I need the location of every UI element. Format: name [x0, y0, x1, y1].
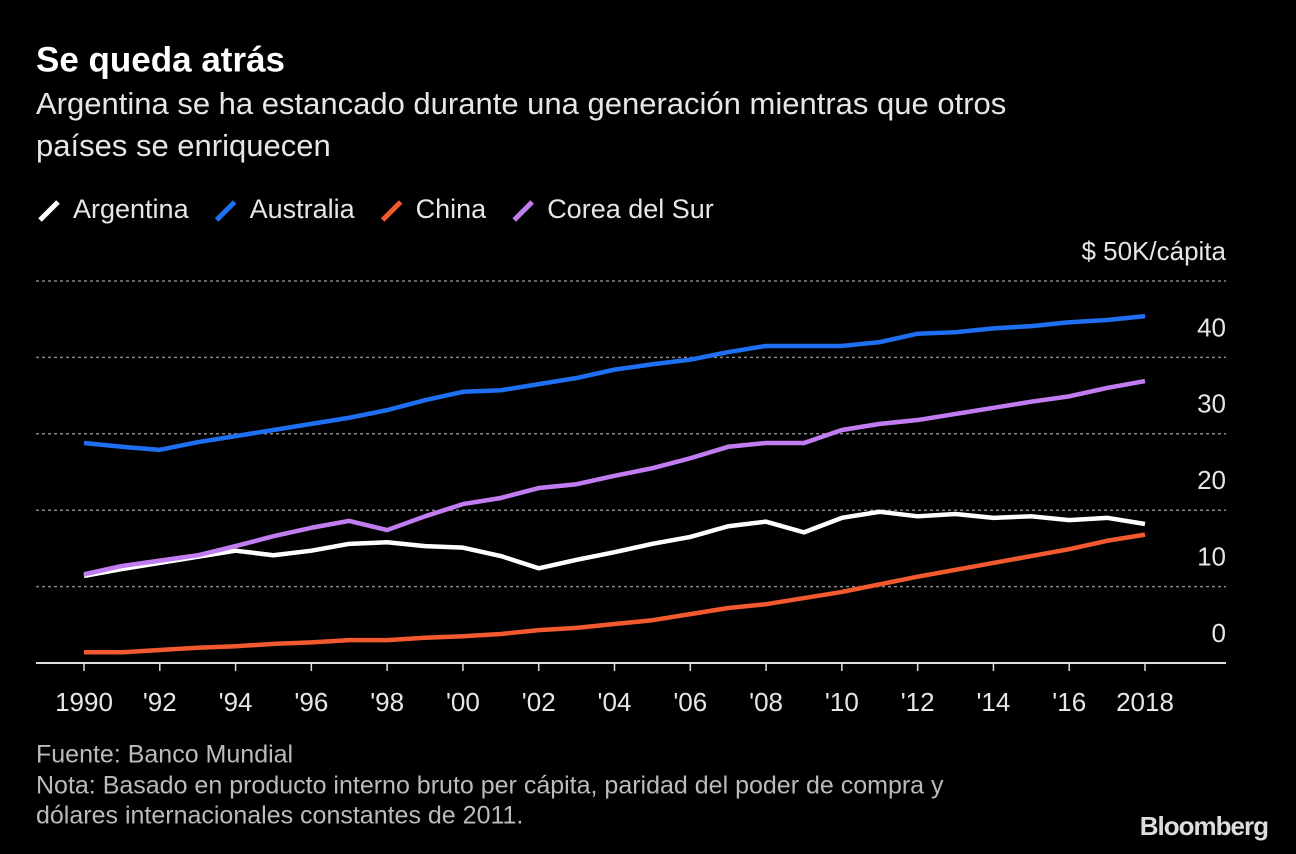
x-tick-label: '94 [219, 687, 253, 717]
legend-swatch [380, 200, 403, 222]
legend-label: Corea del Sur [547, 194, 714, 224]
subtitle: Argentina se ha estancado durante una ge… [36, 86, 1006, 121]
series-line [84, 532, 1146, 655]
y-tick-label: 0 [1212, 618, 1226, 648]
x-tick-label: 1990 [55, 687, 113, 717]
x-tick-label: '14 [976, 687, 1010, 717]
x-tick-label: 2018 [1116, 687, 1174, 717]
series-line [83, 313, 1146, 453]
y-tick-label: 10 [1197, 541, 1226, 571]
legend-swatch [214, 200, 237, 222]
x-tick-label: '08 [749, 687, 783, 717]
brand: Bloomberg [1140, 811, 1268, 841]
x-tick-label: '02 [522, 687, 556, 717]
legend-swatch [38, 200, 60, 222]
subtitle: países se enriquecen [36, 128, 331, 163]
chart-title: Se queda atrás [36, 40, 285, 79]
note: dólares internacionales constantes de 20… [36, 802, 523, 830]
x-tick-label: '16 [1052, 687, 1086, 717]
y-tick-label: 20 [1197, 465, 1226, 495]
source: Fuente: Banco Mundial [36, 741, 293, 769]
series-line [83, 509, 1146, 579]
legend-label: Argentina [73, 194, 190, 224]
x-tick-label: '98 [370, 687, 404, 717]
y-tick-label: 30 [1197, 389, 1226, 419]
series-line [83, 378, 1146, 577]
legend-label: Australia [250, 194, 356, 224]
note: Nota: Basado en producto interno bruto p… [36, 772, 944, 800]
legend-label: China [416, 194, 488, 224]
x-tick-label: '06 [673, 687, 707, 717]
x-tick-label: '10 [825, 687, 859, 717]
y-tick-label: 40 [1197, 312, 1226, 342]
legend-swatch [512, 200, 534, 222]
y-tick-label: $ 50K/cápita [1081, 236, 1226, 266]
x-tick-label: '92 [143, 687, 177, 717]
x-tick-label: '04 [598, 687, 632, 717]
x-tick-label: '12 [901, 687, 935, 717]
x-tick-label: '96 [294, 687, 328, 717]
x-tick-label: '00 [446, 687, 480, 717]
